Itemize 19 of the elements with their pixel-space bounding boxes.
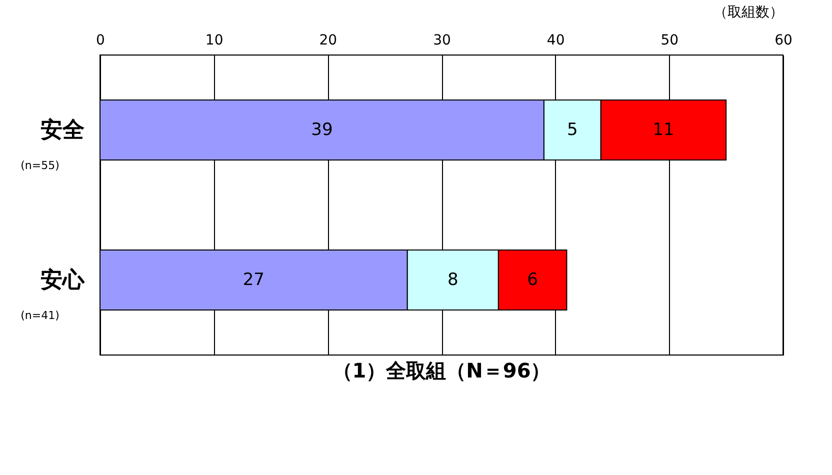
data-label: 11 xyxy=(652,120,674,140)
x-tick-label: 30 xyxy=(433,32,451,48)
data-label: 8 xyxy=(447,270,458,290)
text: （1）全取組（N＝96） xyxy=(332,358,551,382)
x-tick-label: 0 xyxy=(96,32,105,48)
text: (n=55) xyxy=(20,159,60,172)
x-tick-label: 10 xyxy=(205,32,224,48)
data-label: 39 xyxy=(311,120,333,140)
x-tick-label: 50 xyxy=(660,32,679,48)
y-tick-label: 安全 xyxy=(40,117,86,143)
text: (n=41) xyxy=(20,309,60,322)
x-tick-label: 60 xyxy=(774,32,792,48)
x-tick-label: 40 xyxy=(546,32,565,48)
y-tick-label: 安心 xyxy=(40,267,86,293)
x-tick-label: 20 xyxy=(319,32,338,48)
data-label: 6 xyxy=(527,270,538,290)
data-label: 27 xyxy=(242,270,264,290)
x-axis-title: （取組数） xyxy=(714,4,784,20)
data-label: 5 xyxy=(566,120,578,140)
